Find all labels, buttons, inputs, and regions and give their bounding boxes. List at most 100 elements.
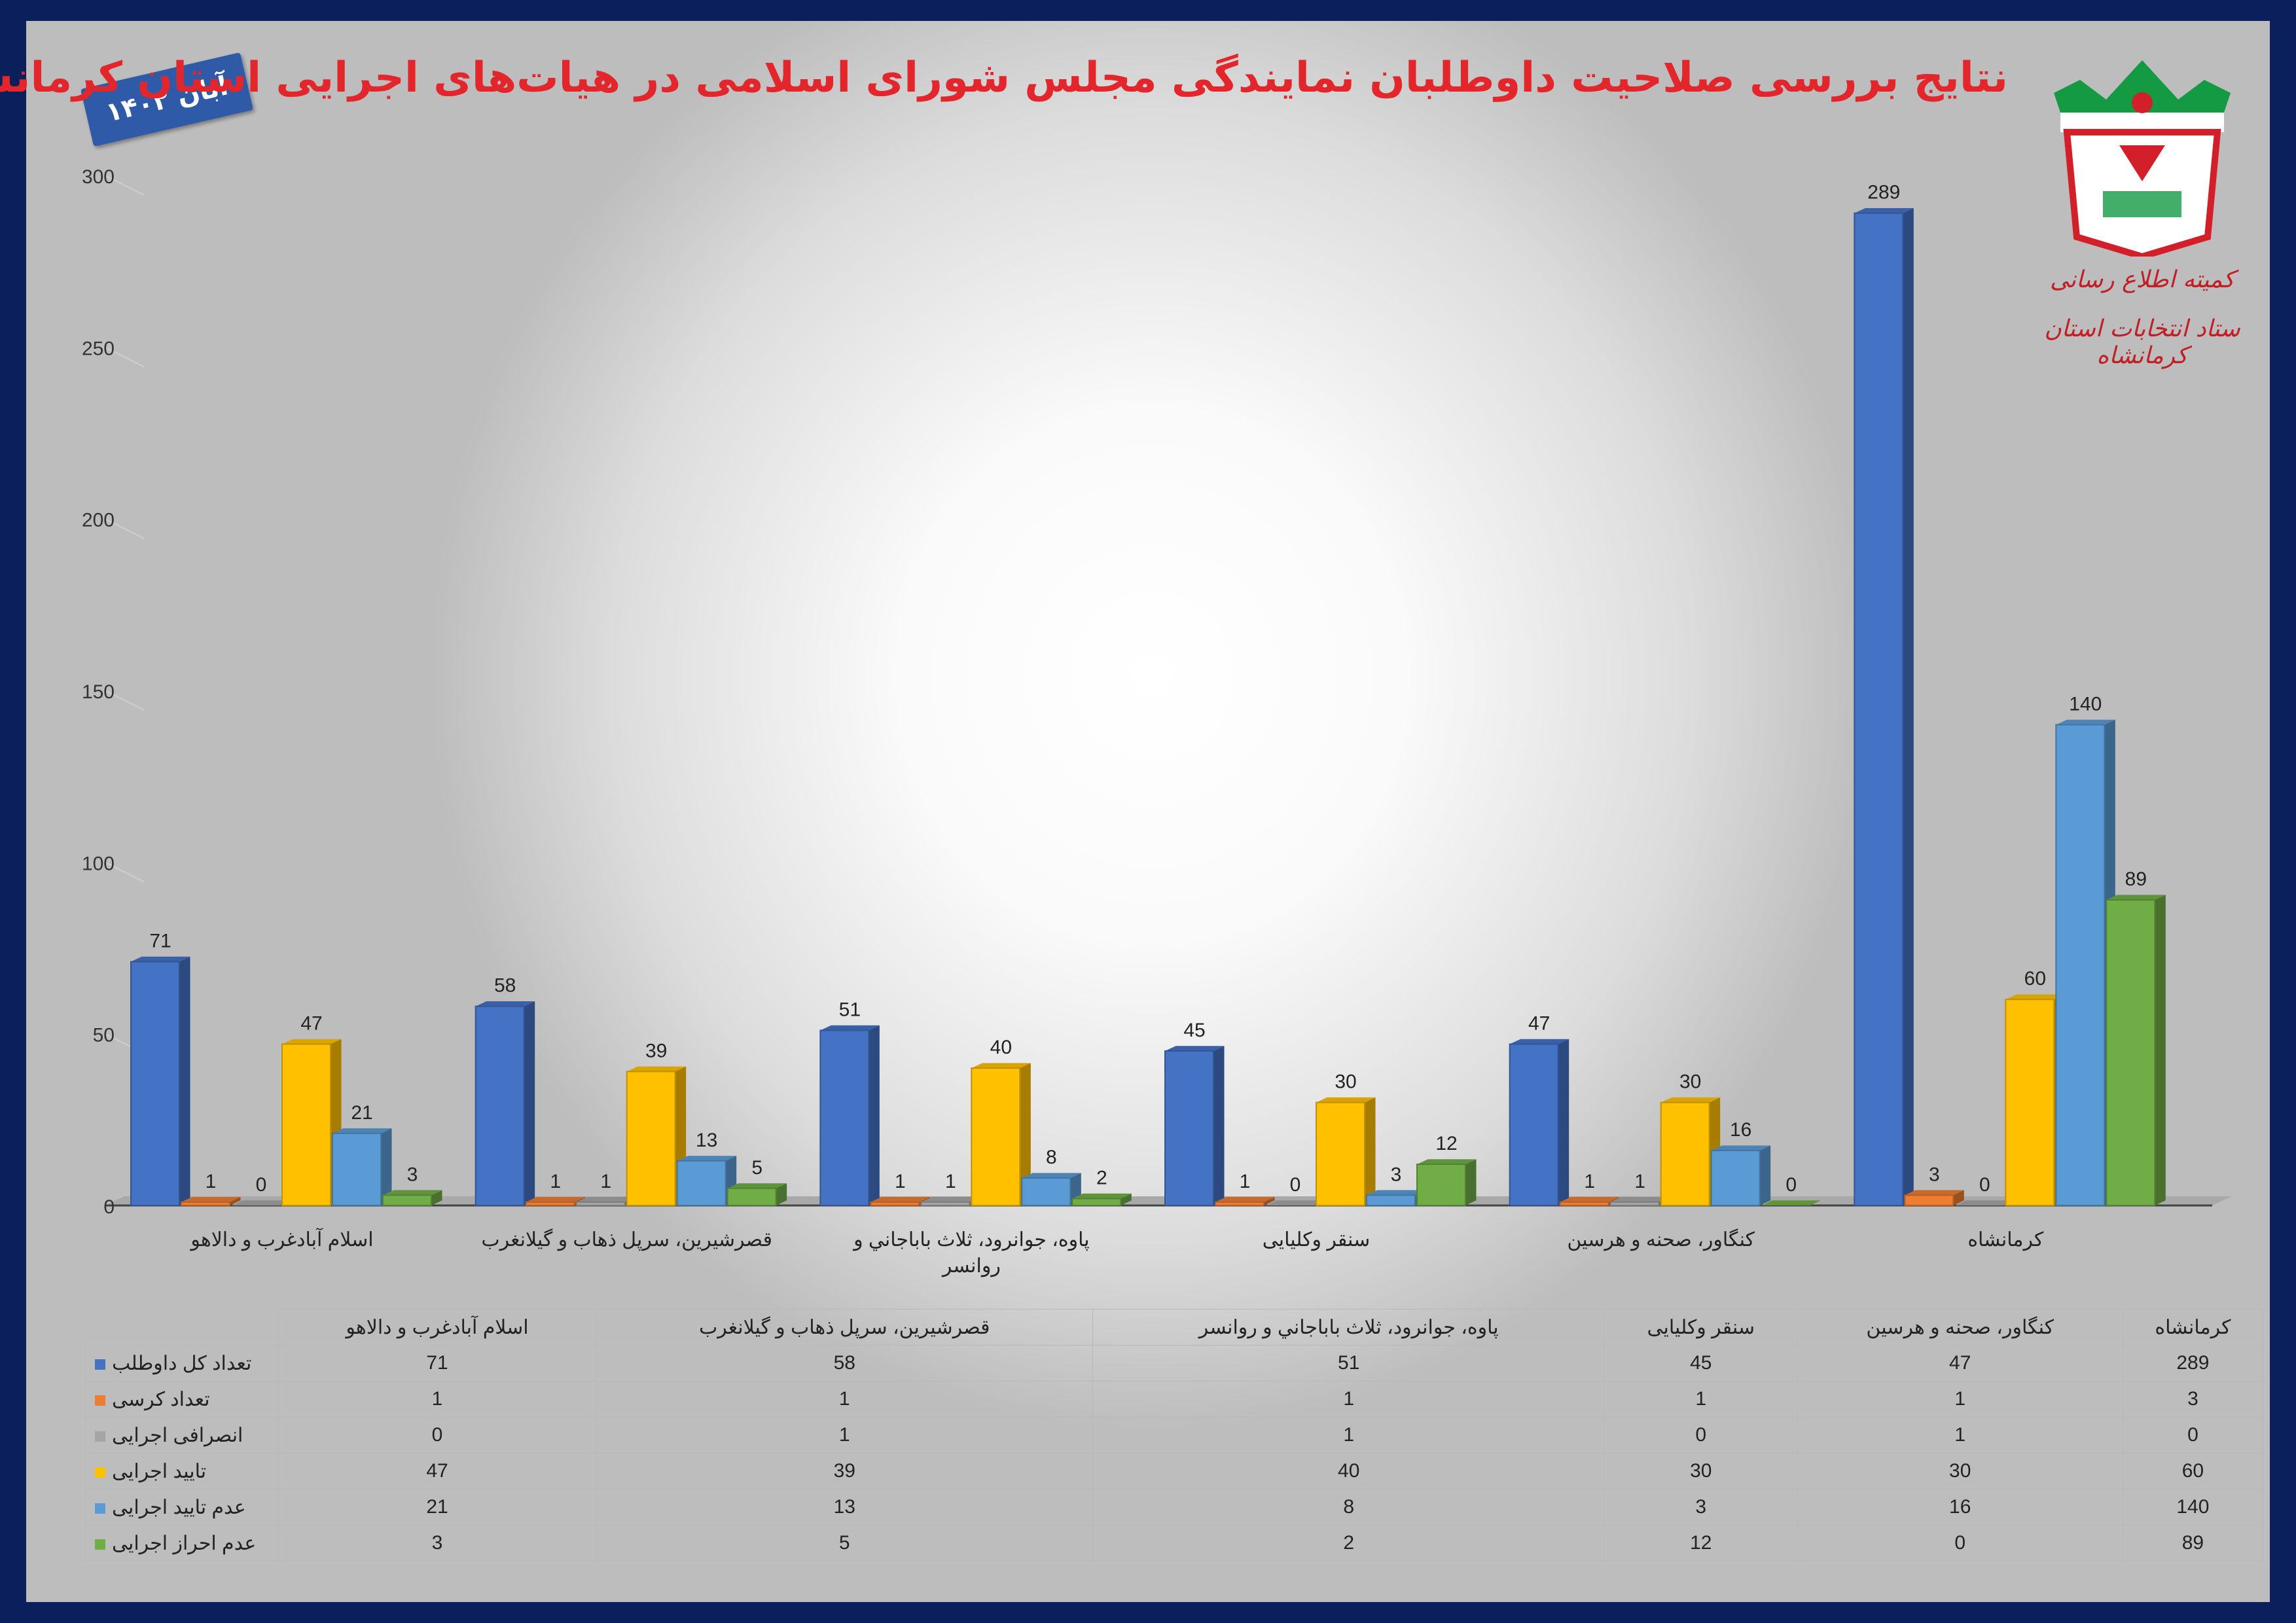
bar	[181, 1201, 230, 1206]
bar-side	[1953, 1190, 1964, 1205]
bar-side	[1465, 1159, 1477, 1205]
data-label: 0	[256, 1174, 267, 1196]
bar	[1854, 212, 1904, 1206]
table-cell: 0	[2122, 1417, 2264, 1454]
legend-swatch	[95, 1431, 105, 1442]
legend-swatch	[95, 1539, 105, 1550]
bar	[382, 1194, 432, 1207]
data-label: 1	[1240, 1171, 1251, 1192]
bar	[870, 1201, 920, 1206]
bar-top	[1854, 208, 1914, 213]
bar	[1559, 1201, 1609, 1206]
bar	[819, 1029, 870, 1207]
table-cell: 0	[1604, 1417, 1798, 1454]
bar	[281, 1043, 331, 1206]
table-cell: 5	[596, 1525, 1094, 1561]
data-label: 60	[2024, 968, 2046, 990]
bar	[1071, 1198, 1122, 1207]
gridline	[104, 346, 145, 368]
bar	[1509, 1043, 1559, 1206]
data-label: 1	[895, 1171, 906, 1192]
table-cell: 1	[1604, 1381, 1798, 1418]
table-cell: 1	[596, 1381, 1094, 1418]
legend-entry: تعداد کل داوطلب	[85, 1345, 279, 1382]
bar	[626, 1071, 676, 1206]
bar	[575, 1201, 626, 1206]
x-tick-label: روانسر	[941, 1255, 1001, 1277]
x-tick-label: کرمانشاه	[1967, 1229, 2044, 1251]
bar-top	[1560, 1197, 1620, 1202]
bar-top	[1761, 1200, 1821, 1205]
bar-top	[727, 1183, 787, 1188]
table-row: عدم احراز اجرایی 3 5 2 12 0 89	[85, 1525, 2264, 1561]
legend-label: عدم احراز اجرایی	[112, 1532, 257, 1554]
bar-top	[2005, 994, 2065, 1000]
bar-top	[1367, 1190, 1426, 1196]
bar-top	[820, 1025, 880, 1031]
x-tick-label: سنقر وکلیایی	[1263, 1229, 1371, 1251]
table-cell: 140	[2122, 1489, 2264, 1525]
bar	[1316, 1101, 1365, 1206]
table-row: تعداد کل داوطلب 71 58 51 45 47 289	[85, 1345, 2264, 1382]
bar	[2055, 724, 2106, 1206]
table-cell: 1	[1797, 1381, 2123, 1418]
legend-entry: عدم احراز اجرایی	[85, 1525, 279, 1561]
x-tick-label: اسلام آبادغرب و دالاهو	[189, 1227, 373, 1251]
data-label: 45	[1183, 1020, 1205, 1041]
bar	[726, 1187, 777, 1207]
data-label: 1	[206, 1171, 217, 1192]
bar	[1904, 1194, 1954, 1207]
table-cell: 289	[2122, 1345, 2264, 1382]
bar-top	[1316, 1097, 1376, 1103]
table-cell: 3	[278, 1525, 597, 1561]
legend-swatch	[95, 1359, 105, 1370]
table-cell: 12	[1604, 1525, 1798, 1561]
table-cell: 40	[1092, 1453, 1605, 1489]
bar-top	[1417, 1159, 1477, 1165]
bar	[2106, 899, 2156, 1206]
bar-side	[1759, 1145, 1771, 1205]
bar-top	[870, 1197, 930, 1202]
data-label: 39	[645, 1040, 667, 1061]
data-label: 1	[1634, 1171, 1645, 1192]
bar-side	[179, 956, 190, 1205]
bar-side	[1365, 1097, 1376, 1205]
bar-side	[381, 1128, 392, 1205]
data-label: 3	[1391, 1164, 1402, 1185]
data-label: 47	[300, 1012, 322, 1034]
legend-label: تعداد کرسی	[112, 1388, 210, 1410]
table-cell: 58	[596, 1345, 1094, 1382]
table-header-cell: پاوه، جوانرود، ثلاث باباجاني و روانسر	[1092, 1309, 1605, 1346]
table-header-cell: کرمانشاه	[2122, 1309, 2264, 1346]
bar	[525, 1201, 575, 1206]
data-label: 289	[1867, 182, 1900, 204]
table-cell: 3	[1604, 1489, 1798, 1525]
bar-top	[2056, 719, 2115, 725]
bar	[1366, 1194, 1416, 1207]
bar-top	[1905, 1190, 1964, 1196]
data-table: اسلام آبادغرب و دالاهو قصرشیرین، سرپل ذها…	[85, 1309, 2264, 1561]
table-cell: 1	[1092, 1417, 1605, 1454]
y-tick-label: 300	[82, 166, 115, 188]
bar-side	[1558, 1039, 1570, 1205]
bar-top	[1660, 1097, 1721, 1103]
table-cell: 1	[596, 1417, 1094, 1454]
bar-top	[1266, 1200, 1325, 1205]
gridline	[104, 861, 145, 883]
table-cell: 60	[2122, 1453, 2264, 1489]
bar-top	[1165, 1046, 1225, 1051]
table-cell: 47	[278, 1453, 597, 1489]
bar-top	[1509, 1039, 1570, 1044]
bar	[2005, 999, 2055, 1206]
bar-side	[524, 1001, 535, 1205]
gridline	[104, 518, 145, 539]
table-cell: 1	[1092, 1381, 1605, 1418]
legend-label: عدم تایید اجرایی	[112, 1496, 246, 1518]
bar	[920, 1201, 971, 1206]
bar-top	[1022, 1173, 1081, 1179]
y-tick-label: 200	[82, 510, 115, 531]
table-cell: 1	[278, 1381, 597, 1418]
bar-side	[1213, 1046, 1225, 1205]
bar-top	[282, 1039, 342, 1044]
